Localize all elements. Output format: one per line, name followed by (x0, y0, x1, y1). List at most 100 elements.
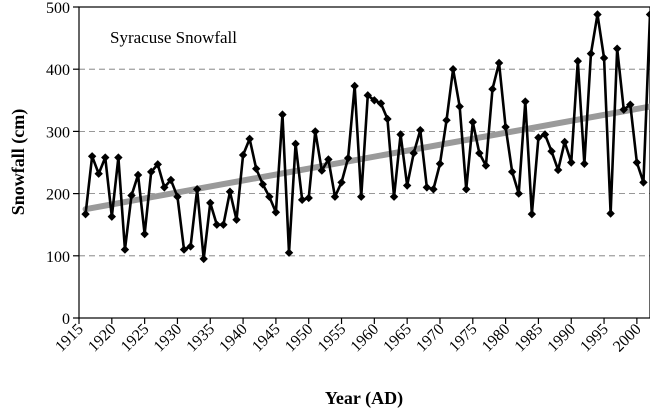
y-tick-label: 400 (46, 62, 70, 79)
data-point (337, 178, 346, 187)
y-axis-title: Snowfall (cm) (8, 109, 29, 216)
data-point (514, 189, 523, 198)
data-point (140, 229, 149, 239)
x-tick-label: 1965 (380, 321, 415, 356)
data-point (317, 166, 327, 175)
data-point (343, 153, 353, 163)
data-point (324, 155, 333, 164)
data-point (258, 180, 267, 189)
data-point (553, 165, 563, 175)
data-point (107, 212, 117, 221)
x-tick-label: 1990 (544, 321, 579, 356)
series-layer (81, 10, 650, 264)
data-point (475, 148, 484, 158)
data-point (442, 116, 451, 125)
data-point (488, 84, 497, 94)
data-point (507, 167, 517, 177)
data-point (534, 133, 543, 142)
x-tick-label: 1960 (348, 321, 383, 356)
data-point (192, 185, 202, 194)
x-tick-label: 1970 (413, 321, 448, 356)
x-tick-label: 1920 (85, 321, 120, 356)
data-point (271, 208, 281, 217)
snowfall-line (84, 13, 650, 261)
data-point (363, 91, 372, 100)
data-point (383, 114, 392, 124)
x-tick-label: 1915 (52, 321, 87, 356)
data-point (521, 97, 530, 106)
data-point (232, 215, 241, 224)
x-tick-label: 1980 (479, 321, 514, 356)
data-point (265, 192, 274, 201)
data-point (448, 65, 458, 74)
data-point (396, 130, 405, 139)
data-point (599, 53, 609, 63)
x-tick-label: 1925 (118, 321, 153, 356)
data-point (153, 160, 162, 169)
x-tick-label: 1945 (249, 321, 284, 356)
data-point (560, 137, 569, 147)
x-axis-title: Year (AD) (325, 388, 403, 409)
data-point (409, 148, 418, 158)
data-point (645, 10, 650, 19)
data-point (219, 220, 228, 229)
data-point (225, 187, 235, 196)
x-tick-label: 1930 (151, 321, 186, 356)
x-tick-label: 1935 (183, 321, 218, 356)
y-tick-label: 100 (46, 249, 70, 266)
x-tick-label: 1955 (315, 321, 350, 356)
data-point (238, 150, 248, 160)
data-point (133, 170, 143, 180)
data-point (94, 169, 103, 178)
data-point (252, 164, 261, 173)
data-point (146, 167, 156, 177)
data-point (370, 96, 379, 105)
data-point (199, 254, 208, 264)
data-point (245, 134, 254, 144)
chart-title: Syracuse Snowfall (110, 28, 237, 47)
data-point (639, 178, 648, 187)
data-point (330, 192, 340, 201)
y-tick-label: 500 (46, 0, 70, 17)
y-axis-ticks: 0 100 200 300 400 500 (46, 0, 79, 328)
y-tick-label: 200 (46, 187, 70, 204)
data-point (527, 209, 537, 219)
data-point (494, 58, 504, 68)
x-tick-label: 1995 (577, 321, 612, 356)
data-point (402, 181, 412, 190)
data-point (580, 159, 589, 168)
data-point (101, 153, 110, 162)
data-point (619, 105, 628, 114)
x-tick-label: 2000 (610, 321, 645, 356)
data-point (429, 185, 438, 194)
trend-line (82, 103, 650, 213)
data-point (284, 248, 294, 257)
data-point (468, 117, 477, 127)
data-point (481, 161, 491, 170)
data-point (462, 185, 471, 194)
data-point (304, 193, 313, 203)
data-point (186, 242, 195, 251)
data-point (179, 245, 189, 254)
data-point (540, 130, 550, 139)
y-tick-label: 300 (46, 124, 70, 141)
data-point (127, 191, 136, 200)
data-point (212, 220, 222, 229)
data-point (435, 159, 445, 168)
data-point (120, 245, 130, 254)
x-tick-label: 1985 (512, 321, 547, 356)
data-point (311, 127, 320, 136)
data-point (278, 110, 287, 119)
data-point (422, 183, 432, 192)
data-point (606, 209, 615, 218)
data-point (626, 100, 635, 109)
data-point (632, 158, 642, 167)
data-point (297, 195, 307, 205)
data-point (173, 192, 182, 201)
y-tick-label: 0 (62, 311, 70, 328)
data-point (416, 125, 425, 135)
data-point (166, 175, 176, 185)
data-point (291, 139, 300, 149)
x-tick-label: 1975 (446, 321, 481, 356)
